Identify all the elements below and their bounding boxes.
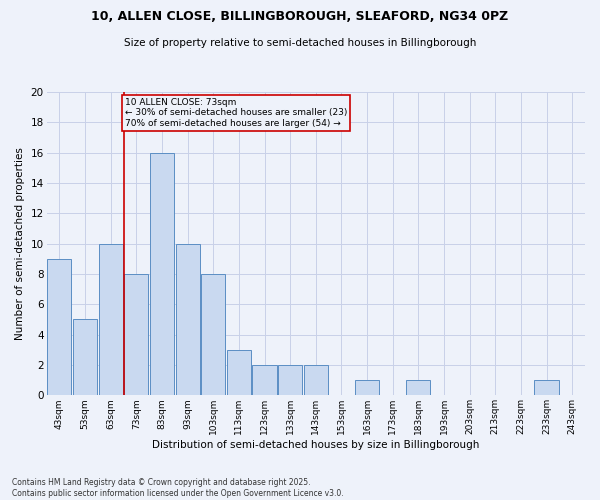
Y-axis label: Number of semi-detached properties: Number of semi-detached properties [15, 147, 25, 340]
Bar [73, 320, 97, 396]
Bar [355, 380, 379, 396]
Bar [47, 259, 71, 396]
Bar [227, 350, 251, 396]
Text: Size of property relative to semi-detached houses in Billingborough: Size of property relative to semi-detach… [124, 38, 476, 48]
Bar [278, 365, 302, 396]
Bar [176, 244, 200, 396]
Text: 10, ALLEN CLOSE, BILLINGBOROUGH, SLEAFORD, NG34 0PZ: 10, ALLEN CLOSE, BILLINGBOROUGH, SLEAFOR… [91, 10, 509, 23]
Bar [201, 274, 225, 396]
X-axis label: Distribution of semi-detached houses by size in Billingborough: Distribution of semi-detached houses by … [152, 440, 479, 450]
Bar [304, 365, 328, 396]
Bar [253, 365, 277, 396]
Text: Contains HM Land Registry data © Crown copyright and database right 2025.
Contai: Contains HM Land Registry data © Crown c… [12, 478, 344, 498]
Bar [406, 380, 430, 396]
Bar [150, 152, 174, 396]
Bar [535, 380, 559, 396]
Text: 10 ALLEN CLOSE: 73sqm
← 30% of semi-detached houses are smaller (23)
70% of semi: 10 ALLEN CLOSE: 73sqm ← 30% of semi-deta… [125, 98, 347, 128]
Bar [124, 274, 148, 396]
Bar [98, 244, 123, 396]
